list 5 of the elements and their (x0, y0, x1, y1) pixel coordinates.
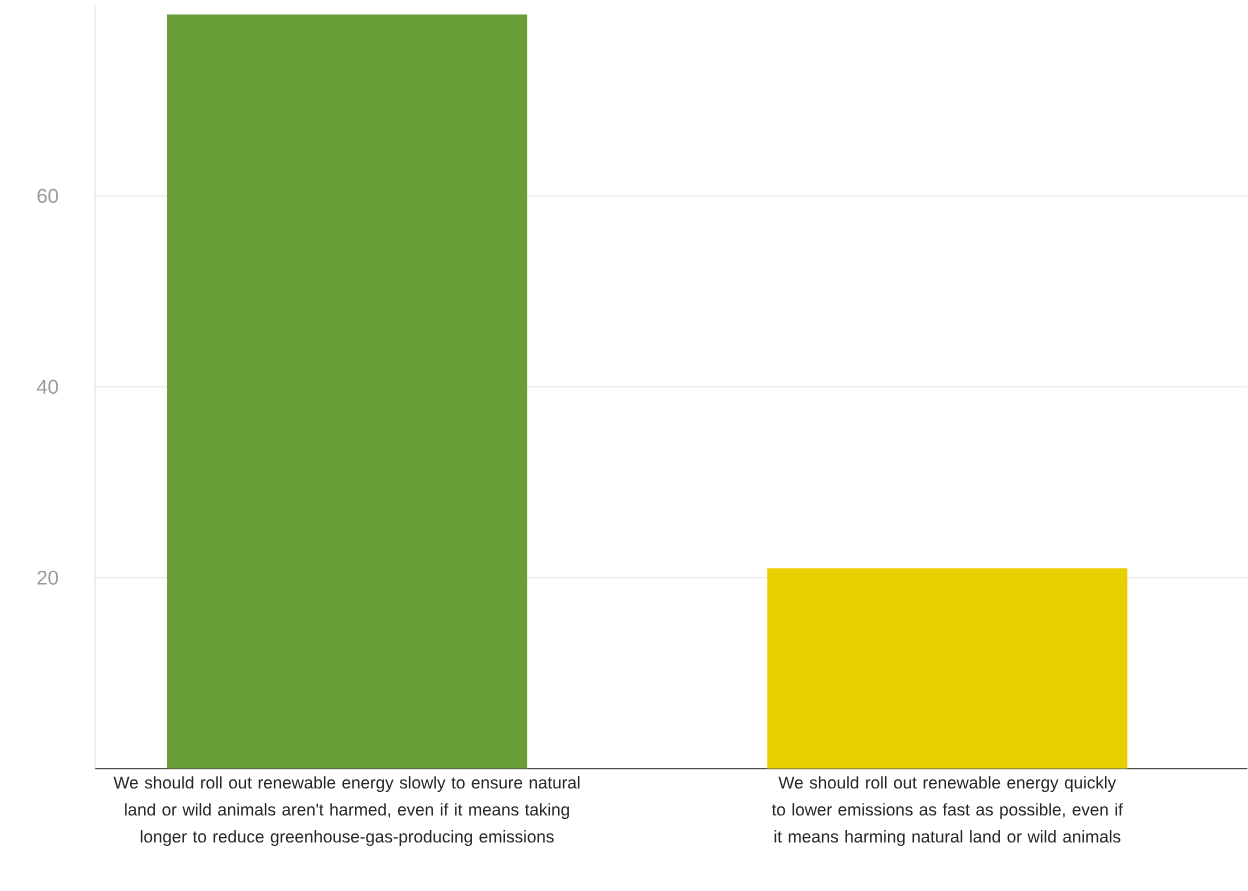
y-tick-label: 60 (37, 189, 58, 204)
x-tick-label: We should roll out renewable energy quickly to lower emissions as fast as possible, even if it means harming natural land or wild animals (771, 776, 1123, 847)
x-tick-label: We should roll out renewable energy slowly to ensure natural land or wild animals aren't harmed, even if it means taking longer to reduce greenhouse-gas-producing emissions (113, 776, 580, 847)
y-tick-label: 20 (37, 570, 58, 586)
y-tick-label: 40 (36, 379, 58, 395)
